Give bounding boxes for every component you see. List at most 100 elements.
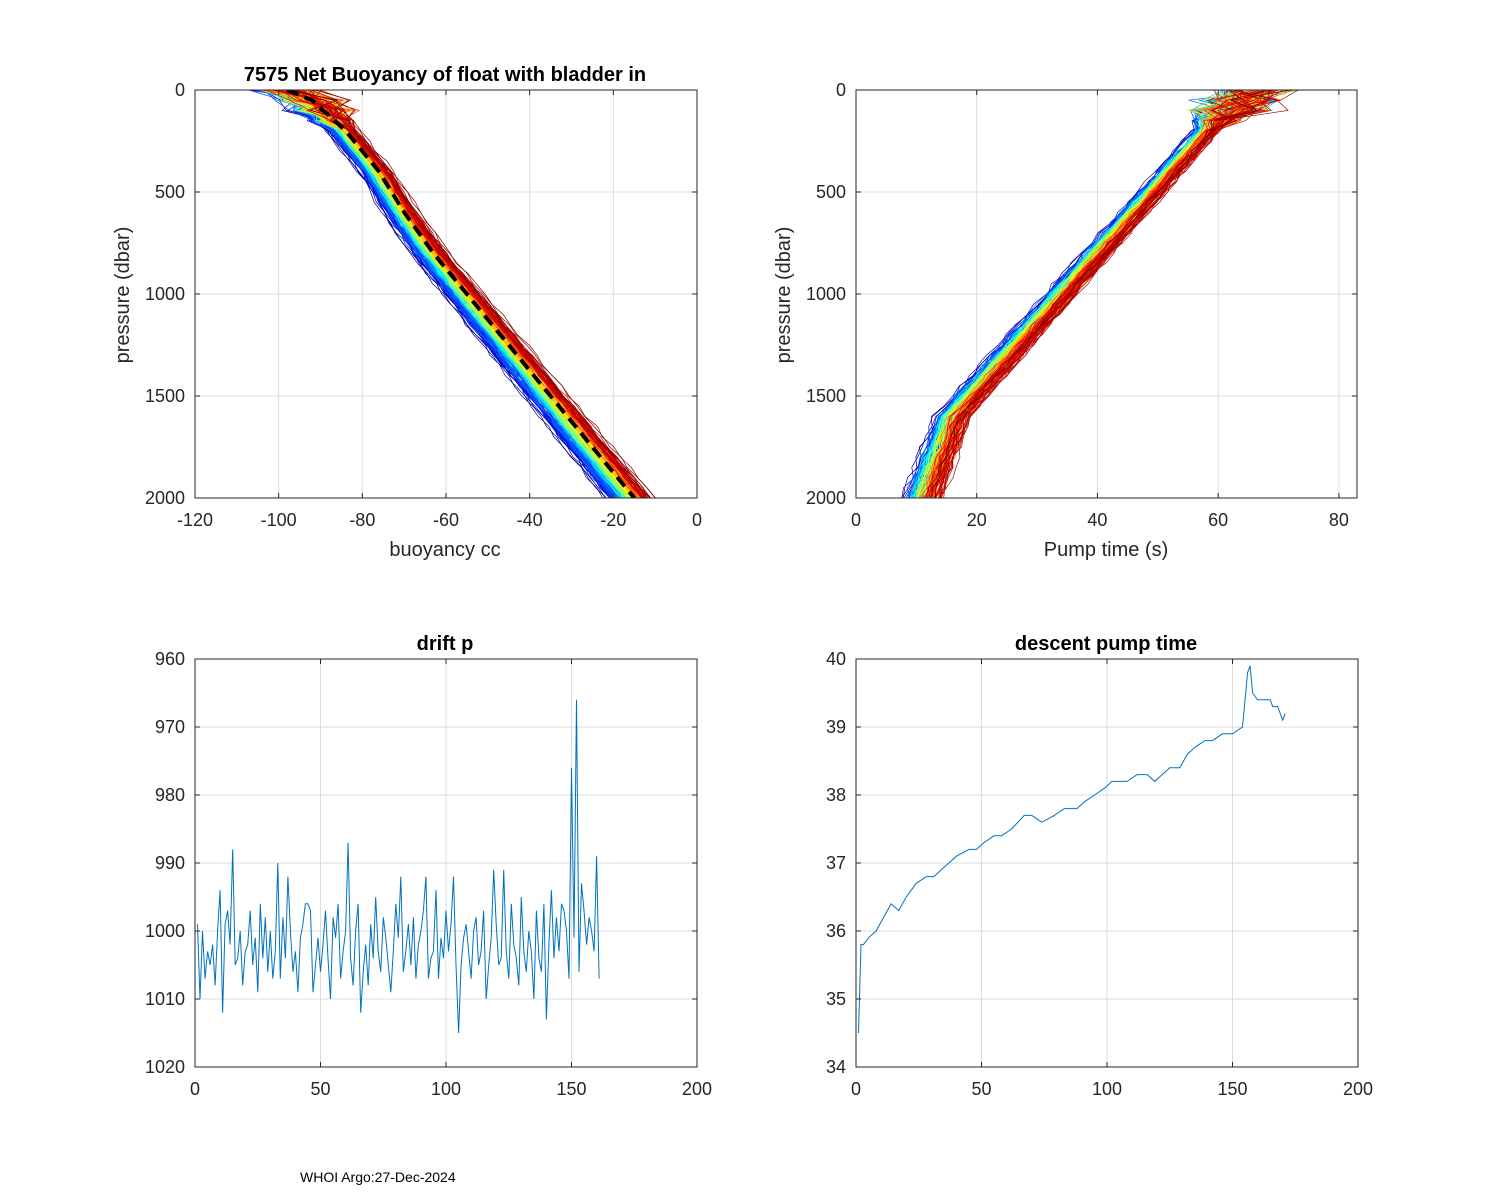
buoyancy-mean-profile — [286, 90, 636, 498]
buoyancy-profile-line — [318, 90, 656, 498]
footer-text: WHOI Argo:27-Dec-2024 — [300, 1169, 456, 1185]
driftp-ytick-label: 1020 — [145, 1057, 185, 1077]
pumptime-profile-line — [902, 90, 1263, 498]
pumpdescent-xtick-label: 100 — [1092, 1079, 1122, 1099]
buoyancy-profile-line — [294, 90, 648, 498]
pumptime-profile-line — [933, 90, 1272, 498]
driftp-ytick-label: 1000 — [145, 921, 185, 941]
driftp-grid — [194, 658, 698, 1068]
driftp-x-ticks: 0 50 100 150 200 — [190, 659, 712, 1099]
driftp-ytick-label: 990 — [155, 853, 185, 873]
buoyancy-xtick-label: -100 — [261, 510, 297, 530]
pumpdescent-xtick-label: 50 — [971, 1079, 991, 1099]
buoyancy-profile-line — [285, 90, 612, 498]
driftp-xtick-label: 100 — [431, 1079, 461, 1099]
buoyancy-profile-line — [301, 90, 651, 498]
pumpdescent-x-ticks: 0 50 100 150 200 — [851, 659, 1373, 1099]
buoyancy-xtick-label: -120 — [177, 510, 213, 530]
pumptime-profile-line — [934, 90, 1257, 498]
pumptime-ytick-label: 2000 — [806, 488, 846, 508]
driftp-series-line — [197, 699, 600, 1034]
pumptime-profile-line — [934, 90, 1267, 498]
pumpdescent-ytick-label: 34 — [826, 1057, 846, 1077]
driftp-xtick-label: 200 — [682, 1079, 712, 1099]
driftp-title: drift p — [417, 633, 474, 655]
pumpdescent-xtick-label: 150 — [1217, 1079, 1247, 1099]
buoyancy-profile-line — [291, 90, 644, 498]
buoyancy-profile-line — [272, 90, 607, 498]
pumptime-ytick-label: 500 — [816, 182, 846, 202]
pumptime-ytick-label: 1000 — [806, 284, 846, 304]
driftp-ytick-label: 1010 — [145, 989, 185, 1009]
driftp-series — [197, 699, 600, 1034]
buoyancy-xtick-label: -60 — [433, 510, 459, 530]
buoyancy-xtick-label: -80 — [349, 510, 375, 530]
pumpdescent-ytick-label: 35 — [826, 989, 846, 1009]
driftp-xtick-label: 50 — [310, 1079, 330, 1099]
pumptime-profile-line — [905, 90, 1252, 498]
buoyancy-mean-line — [286, 90, 636, 498]
pumpdescent-title: descent pump time — [1015, 633, 1197, 655]
pumpdescent-ytick-label: 37 — [826, 853, 846, 873]
buoyancy-panel: -120 -100 -80 -60 -40 -20 0 0 500 1000 1500 2000 7… — [112, 64, 702, 561]
pumpdescent-panel: 0 50 100 150 200 34 35 36 37 38 39 40 descent pump… — [826, 633, 1373, 1099]
pumpdescent-ytick-label: 39 — [826, 717, 846, 737]
pumptime-xlabel: Pump time (s) — [1044, 539, 1168, 561]
buoyancy-ylabel: pressure (dbar) — [112, 227, 134, 364]
buoyancy-profile-line — [285, 90, 642, 498]
buoyancy-xtick-label: 0 — [692, 510, 702, 530]
pumptime-profiles — [901, 90, 1304, 498]
pumptime-profile-line — [938, 90, 1272, 498]
pumptime-ytick-label: 1500 — [806, 386, 846, 406]
buoyancy-title: 7575 Net Buoyancy of float with bladder … — [244, 64, 646, 86]
buoyancy-profile-line — [314, 90, 649, 498]
buoyancy-ytick-label: 500 — [155, 182, 185, 202]
pumptime-xtick-label: 20 — [967, 510, 987, 530]
driftp-ytick-label: 960 — [155, 649, 185, 669]
pumpdescent-xtick-label: 0 — [851, 1079, 861, 1099]
pumpdescent-ytick-label: 40 — [826, 649, 846, 669]
driftp-ytick-label: 970 — [155, 717, 185, 737]
pumptime-profile-line — [912, 90, 1260, 498]
buoyancy-ytick-label: 1500 — [145, 386, 185, 406]
pumpdescent-y-ticks: 34 35 36 37 38 39 40 — [826, 649, 1358, 1077]
buoyancy-x-ticks: -120 -100 -80 -60 -40 -20 0 — [177, 90, 702, 530]
pumptime-profile-line — [924, 90, 1250, 498]
pumptime-ylabel: pressure (dbar) — [773, 227, 795, 364]
pumpdescent-series — [858, 665, 1286, 1034]
pumptime-profile-line — [913, 90, 1245, 498]
pumptime-xtick-label: 80 — [1329, 510, 1349, 530]
pumpdescent-ytick-label: 36 — [826, 921, 846, 941]
pumpdescent-xtick-label: 200 — [1343, 1079, 1373, 1099]
pumptime-x-ticks: 0 20 40 60 80 — [851, 90, 1349, 530]
driftp-panel: 0 50 100 150 200 960 970 980 990 1000 1010 1020 dr… — [145, 633, 712, 1099]
driftp-xtick-label: 150 — [556, 1079, 586, 1099]
pumptime-profile-line — [931, 90, 1258, 498]
buoyancy-profile-line — [289, 90, 647, 498]
pumptime-profile-line — [922, 90, 1275, 498]
pumptime-xtick-label: 0 — [851, 510, 861, 530]
buoyancy-profile-line — [262, 90, 615, 498]
buoyancy-ytick-label: 0 — [175, 80, 185, 100]
buoyancy-ytick-label: 1000 — [145, 284, 185, 304]
buoyancy-profile-line — [273, 90, 624, 498]
buoyancy-profile-line — [282, 90, 618, 498]
pumpdescent-series-line — [858, 665, 1286, 1034]
buoyancy-xtick-label: -40 — [517, 510, 543, 530]
pumptime-panel: 0 20 40 60 80 0 500 1000 1500 2000 Pump time (s)… — [773, 80, 1358, 561]
pumptime-profile-line — [940, 90, 1270, 498]
driftp-y-ticks: 960 970 980 990 1000 1010 1020 — [145, 649, 697, 1077]
pumptime-y-ticks: 0 500 1000 1500 2000 — [806, 80, 1357, 508]
buoyancy-ytick-label: 2000 — [145, 488, 185, 508]
driftp-xtick-label: 0 — [190, 1079, 200, 1099]
buoyancy-y-ticks: 0 500 1000 1500 2000 — [145, 80, 697, 508]
buoyancy-profile-line — [287, 90, 652, 498]
pumptime-xtick-label: 60 — [1208, 510, 1228, 530]
pumptime-xtick-label: 40 — [1087, 510, 1107, 530]
driftp-ytick-label: 980 — [155, 785, 185, 805]
buoyancy-xtick-label: -20 — [600, 510, 626, 530]
buoyancy-xlabel: buoyancy cc — [389, 539, 500, 561]
pumpdescent-ytick-label: 38 — [826, 785, 846, 805]
pumptime-profile-line — [916, 90, 1234, 498]
